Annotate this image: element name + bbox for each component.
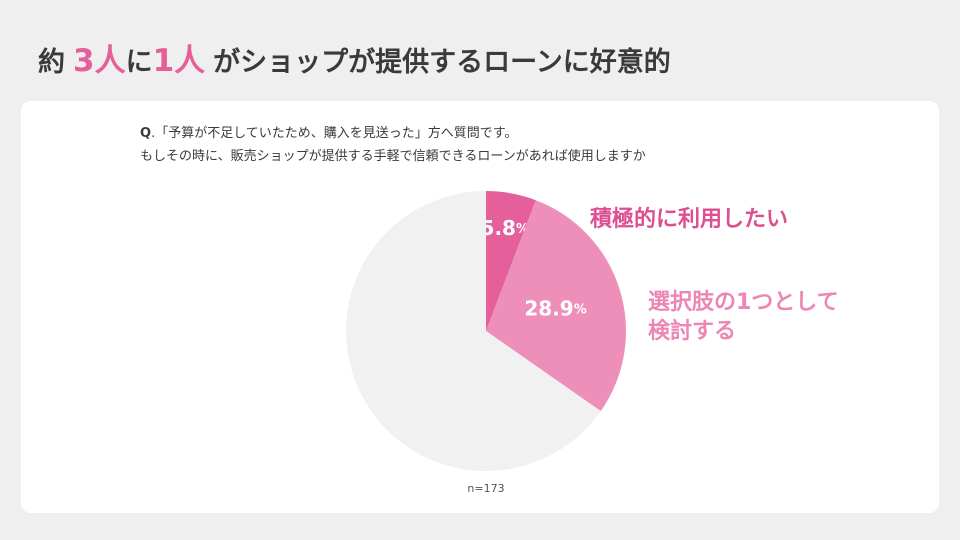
title-num-3: 3 — [73, 43, 95, 79]
question-line-1-text: .「予算が不足していたため、購入を見送った」方へ質問です。 — [151, 126, 518, 141]
question-line-2: もしその時に、販売ショップが提供する手軽で信頼できるローンがあれば使用しますか — [140, 149, 646, 164]
pie-value-label-2: 28.9% — [524, 296, 586, 320]
category-label-2: 選択肢の1つとして検討する — [648, 290, 839, 344]
question-q-label: Q — [140, 126, 152, 141]
pie-slice-1 — [486, 191, 536, 331]
pie-value-label-1: 5.8% — [481, 216, 529, 240]
title-nin-1: 人 — [94, 43, 126, 79]
title-ni: に — [125, 47, 153, 78]
title-num-1: 1 — [152, 43, 175, 79]
page-title: 約 3人に1人 がショップが提供するローンに好意的 — [38, 46, 671, 77]
pie-slice-3 — [345, 191, 601, 472]
category-label-1: 積極的に利用したい — [590, 206, 788, 232]
question-text: Q.「予算が不足していたため、購入を見送った」方へ質問です。 もしその時に、販売… — [140, 122, 646, 168]
question-line-1: Q.「予算が不足していたため、購入を見送った」方へ質問です。 — [140, 122, 646, 145]
title-nin-2: 人 — [174, 43, 206, 79]
pie-slice-2 — [486, 200, 626, 412]
title-prefix: 約 — [38, 47, 65, 78]
sample-size-note: n=173 — [467, 482, 504, 495]
title-rest: がショップが提供するローンに好意的 — [213, 47, 671, 78]
